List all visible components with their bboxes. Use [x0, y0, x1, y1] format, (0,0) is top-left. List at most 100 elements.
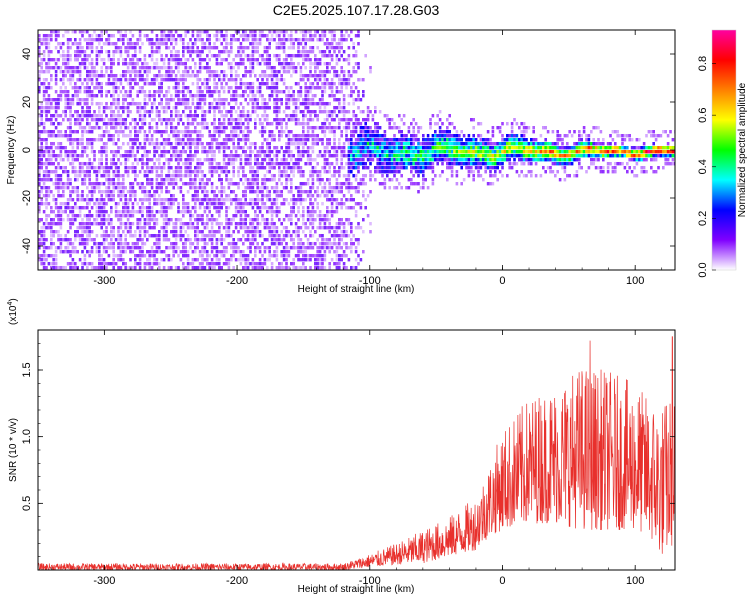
spectrogram-cell	[273, 90, 276, 94]
spectrogram-cell	[302, 190, 305, 194]
spectrogram-cell	[57, 114, 60, 118]
spectrogram-cell	[330, 258, 334, 262]
spectrogram-cell	[258, 118, 262, 122]
spectrogram-cell	[95, 266, 99, 270]
spectrogram-cell	[112, 262, 115, 266]
spectrogram-cell	[95, 78, 99, 82]
spectrogram-cell	[76, 98, 79, 102]
spectrogram-cell	[254, 182, 257, 186]
spectrogram-cell	[93, 190, 96, 194]
spectrogram-cell	[246, 122, 250, 126]
spectrogram-cell	[270, 214, 274, 218]
spectrogram-cell	[40, 38, 43, 42]
spectrogram-cell	[218, 94, 221, 98]
spectrogram-cell	[335, 98, 339, 102]
spectrogram-cell	[311, 206, 315, 210]
spectrogram-cell	[88, 198, 91, 202]
spectrogram-cell	[117, 214, 120, 218]
spectrogram-cell	[302, 74, 305, 78]
spectrogram-cell	[196, 194, 199, 198]
spectrogram-cell	[338, 166, 341, 170]
spectrogram-cell	[165, 178, 168, 182]
spectrogram-cell	[117, 226, 120, 230]
spectrogram-cell	[186, 222, 190, 226]
spectrogram-cell	[220, 70, 223, 74]
spectrogram-cell	[230, 258, 233, 262]
spectrogram-cell	[302, 34, 305, 38]
spectrogram-cell	[172, 202, 175, 206]
spectrogram-cell	[100, 90, 103, 94]
spectrogram-cell	[57, 34, 60, 38]
spectrogram-cell	[306, 258, 310, 262]
spectrogram-cell	[117, 258, 120, 262]
spectrogram-cell	[95, 250, 99, 254]
spectrogram-cell	[239, 138, 243, 142]
spectrogram-cell	[321, 142, 324, 146]
spectrogram-cell	[45, 194, 48, 198]
spectrogram-cell	[78, 214, 82, 218]
spectrogram-cell	[78, 174, 82, 178]
spectrogram-cell	[342, 50, 346, 54]
spectrogram-cell	[62, 62, 65, 66]
spectrogram-cell	[290, 198, 293, 202]
spectrogram-cell	[107, 42, 111, 46]
spectrogram-cell	[40, 114, 43, 118]
spectrogram-cell	[304, 250, 307, 254]
spectrogram-cell	[54, 246, 58, 250]
spectrogram-cell	[227, 122, 231, 126]
spectrogram-cell	[328, 246, 331, 250]
spectrogram-cell	[57, 230, 60, 234]
spectrogram-cell	[40, 166, 43, 170]
spectrogram-cell	[160, 74, 163, 78]
spectrogram-cell	[100, 254, 103, 258]
spectrogram-cell	[297, 246, 300, 250]
spectrogram-cell	[141, 74, 144, 78]
spectrogram-cell	[160, 58, 163, 62]
spectrogram-cell	[100, 258, 103, 262]
spectrogram-cell	[297, 98, 300, 102]
spectrogram-cell	[237, 250, 240, 254]
spectrogram-cell	[57, 186, 60, 190]
spectrogram-cell	[302, 134, 305, 138]
spectrogram-cell	[59, 186, 63, 190]
spectrogram-cell	[210, 106, 214, 110]
spectrogram-cell	[100, 150, 103, 154]
spectrogram-cell	[306, 86, 310, 90]
spectrogram-cell	[203, 86, 207, 90]
spectrogram-cell	[222, 130, 226, 134]
spectrogram-cell	[297, 166, 300, 170]
spectrogram-cell	[338, 50, 341, 54]
spectrogram-cell	[174, 138, 178, 142]
spectrogram-cell	[203, 194, 207, 198]
spectrogram-cell	[83, 230, 87, 234]
spectrogram-cell	[182, 146, 185, 150]
spectrogram-cell	[191, 242, 195, 246]
spectrogram-cell	[155, 150, 159, 154]
spectrogram-cell	[254, 230, 257, 234]
spectrogram-cell	[270, 34, 274, 38]
spectrogram-cell	[86, 118, 89, 122]
spectrogram-cell	[244, 74, 247, 78]
spectrogram-cell	[167, 86, 171, 90]
spectrogram-cell	[131, 194, 135, 198]
spectrogram-cell	[69, 250, 72, 254]
spectrogram-cell	[220, 178, 223, 182]
spectrogram-cell	[136, 110, 139, 114]
spectrogram-cell	[357, 138, 360, 142]
spectrogram-cell	[165, 222, 168, 226]
spectrogram-cell	[338, 254, 341, 258]
spectrogram-cell	[105, 122, 108, 126]
spectrogram-cell	[88, 138, 91, 142]
spectrogram-cell	[225, 114, 228, 118]
spectrogram-cell	[52, 142, 55, 146]
spectrogram-cell	[309, 170, 312, 174]
spectrogram-cell	[71, 266, 75, 270]
spectrogram-cell	[122, 242, 125, 246]
spectrogram-cell	[71, 186, 75, 190]
spectrogram-cell	[297, 150, 300, 154]
spectrogram-cell	[136, 254, 139, 258]
spectrogram-cell	[102, 174, 106, 178]
spectrogram-cell	[170, 182, 173, 186]
spectrogram-cell	[38, 138, 41, 142]
spectrogram-cell	[280, 126, 283, 130]
